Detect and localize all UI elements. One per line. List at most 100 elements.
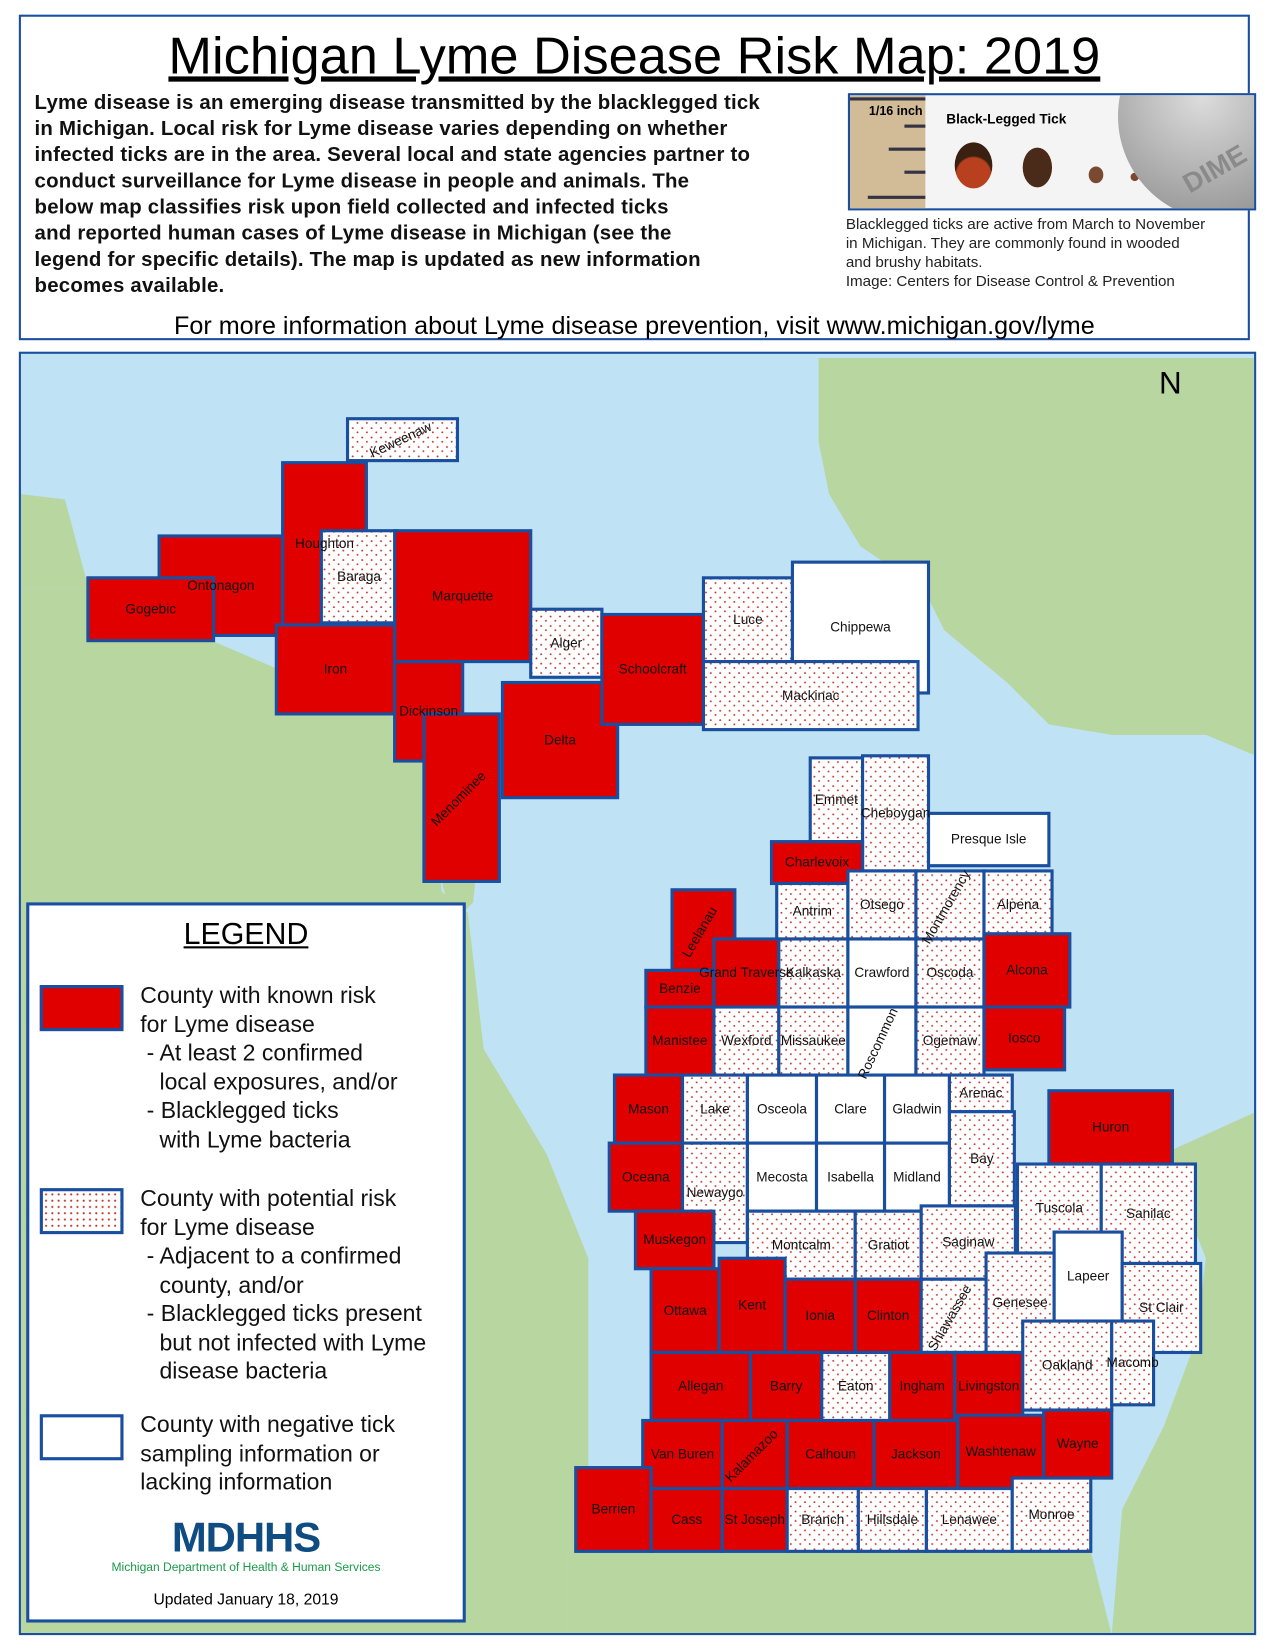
caption-line: Blacklegged ticks are active from March … — [845, 216, 1206, 234]
michigan-map: KeweenawHoughtonOntonagonGogebicBaragaIr… — [20, 358, 1255, 1634]
county-label: Lenawee — [942, 1512, 997, 1527]
county-label: Van Buren — [651, 1447, 714, 1462]
county-label: Ionia — [805, 1308, 835, 1323]
county-van-buren — [641, 1418, 724, 1491]
county-label: Lapeer — [1067, 1269, 1110, 1284]
county-eaton — [820, 1350, 892, 1423]
county-ottawa — [649, 1267, 721, 1355]
county-label: Sanilac — [1126, 1206, 1171, 1221]
county-label: Mason — [628, 1101, 669, 1116]
county-label: Marquette — [432, 588, 493, 603]
known-risk-swatch — [39, 985, 124, 1032]
county-label: Mecosta — [756, 1169, 808, 1184]
county-luce — [701, 576, 794, 664]
county-emmet — [808, 756, 865, 844]
county-missaukee — [777, 1005, 850, 1077]
county-label: Gladwin — [892, 1101, 941, 1116]
county-charlevoix — [769, 840, 865, 886]
north-label: N — [1158, 366, 1182, 401]
county-crawford — [846, 937, 918, 1009]
intro-line: and reported human cases of Lyme disease… — [34, 221, 672, 245]
county-label: Emmet — [815, 792, 858, 807]
county-label: Jackson — [891, 1447, 941, 1462]
county-presque-isle — [926, 811, 1051, 868]
county-label: Washtenaw — [965, 1444, 1036, 1459]
county-label: Chippewa — [830, 620, 891, 635]
negative-swatch — [39, 1414, 124, 1461]
county-label: Midland — [893, 1169, 941, 1184]
county-label: Dickinson — [399, 703, 458, 718]
county-label: Macomb — [1107, 1355, 1159, 1370]
county-label: Manistee — [652, 1033, 707, 1048]
county-label: Genesee — [993, 1295, 1048, 1310]
county-label: Clinton — [867, 1308, 909, 1323]
county-label: Berrien — [592, 1502, 636, 1517]
intro-line: Lyme disease is an emerging disease tran… — [34, 91, 760, 115]
county-gogebic — [86, 576, 216, 643]
county-menominee — [422, 712, 501, 883]
county-label: Oscoda — [927, 965, 974, 980]
county-label: Schoolcraft — [619, 662, 687, 677]
county-jackson — [872, 1418, 960, 1491]
county-mackinac — [701, 660, 920, 732]
county-label: Clare — [834, 1101, 866, 1116]
map-panel: Keweenaw Houghton Ontonagon Gogebic Baraga Ir… — [18, 351, 1257, 1636]
tick-size-image: 1/16 inch Black-Legged Tick DIME — [847, 93, 1257, 211]
county-wayne — [1042, 1408, 1114, 1480]
county-midland — [882, 1141, 952, 1213]
county-bay — [947, 1110, 1016, 1208]
header-panel: Michigan Lyme Disease Risk Map: 2019 Lym… — [18, 14, 1257, 341]
county-grand-traverse — [712, 937, 781, 1009]
county-ionia — [783, 1277, 857, 1355]
county-label: Branch — [801, 1512, 844, 1527]
county-macomb — [1110, 1319, 1156, 1407]
intro-line: conduct surveillance for Lyme disease in… — [34, 169, 690, 193]
county-oceana — [607, 1141, 685, 1213]
county-keweenaw — [345, 417, 460, 463]
intro-line: below map classifies risk upon field col… — [34, 195, 669, 219]
county-roscommon — [846, 1005, 918, 1077]
county-label: Wexford — [721, 1033, 771, 1048]
county-label: Delta — [544, 732, 576, 747]
adult-male-tick-icon — [1022, 147, 1053, 188]
county-label: Montcalm — [772, 1237, 831, 1252]
ruler-label: 1/16 inch — [868, 103, 923, 119]
county-label: Oakland — [1042, 1358, 1093, 1373]
county-label: Crawford — [854, 965, 909, 980]
county-label: Kent — [738, 1298, 766, 1313]
legend-text: County with negative tick sampling infor… — [140, 1411, 396, 1495]
county-label: Lake — [700, 1101, 729, 1116]
county-label: Cass — [671, 1512, 702, 1527]
county-label: Ogemaw — [923, 1033, 978, 1048]
county-label: Osceola — [757, 1101, 807, 1116]
county-label: Tuscola — [1036, 1201, 1084, 1216]
intro-line: in Michigan. Local risk for Lyme disease… — [34, 117, 728, 141]
county-allegan — [649, 1350, 753, 1423]
county-label: Mackinac — [782, 688, 840, 703]
legend-text: County with potential risk for Lyme dise… — [140, 1184, 427, 1384]
county-label: Houghton — [295, 536, 354, 551]
county-label: Oceana — [622, 1169, 670, 1184]
county-label: Benzie — [659, 981, 701, 996]
county-alger — [529, 607, 604, 679]
county-cheboygan — [860, 754, 931, 873]
intro-line: infected ticks are in the area. Several … — [34, 143, 751, 167]
indiana-ohio-land — [567, 1551, 1112, 1634]
county-label: Alcona — [1006, 963, 1048, 978]
county-label: Ingham — [900, 1379, 945, 1394]
tick-caption: Blacklegged ticks are active from March … — [846, 216, 1254, 291]
larva-tick-icon — [1130, 172, 1139, 182]
county-baraga — [319, 529, 399, 625]
county-alcona — [982, 932, 1072, 1009]
county-label: Newaygo — [687, 1185, 744, 1200]
county-label: Wayne — [1057, 1436, 1099, 1451]
more-info-link-text: For more information about Lyme disease … — [174, 311, 1095, 341]
legend-text: County with known risk for Lyme disease … — [140, 981, 398, 1153]
county-label: Cheboygan — [861, 806, 931, 821]
county-label: Alpena — [997, 897, 1040, 912]
county-label: Ottawa — [664, 1303, 708, 1318]
logo-mark: MDHHS — [171, 1514, 321, 1561]
ontario-east-land — [1111, 1112, 1255, 1634]
county-label: Eaton — [838, 1379, 874, 1394]
county-label: Gogebic — [125, 601, 176, 616]
